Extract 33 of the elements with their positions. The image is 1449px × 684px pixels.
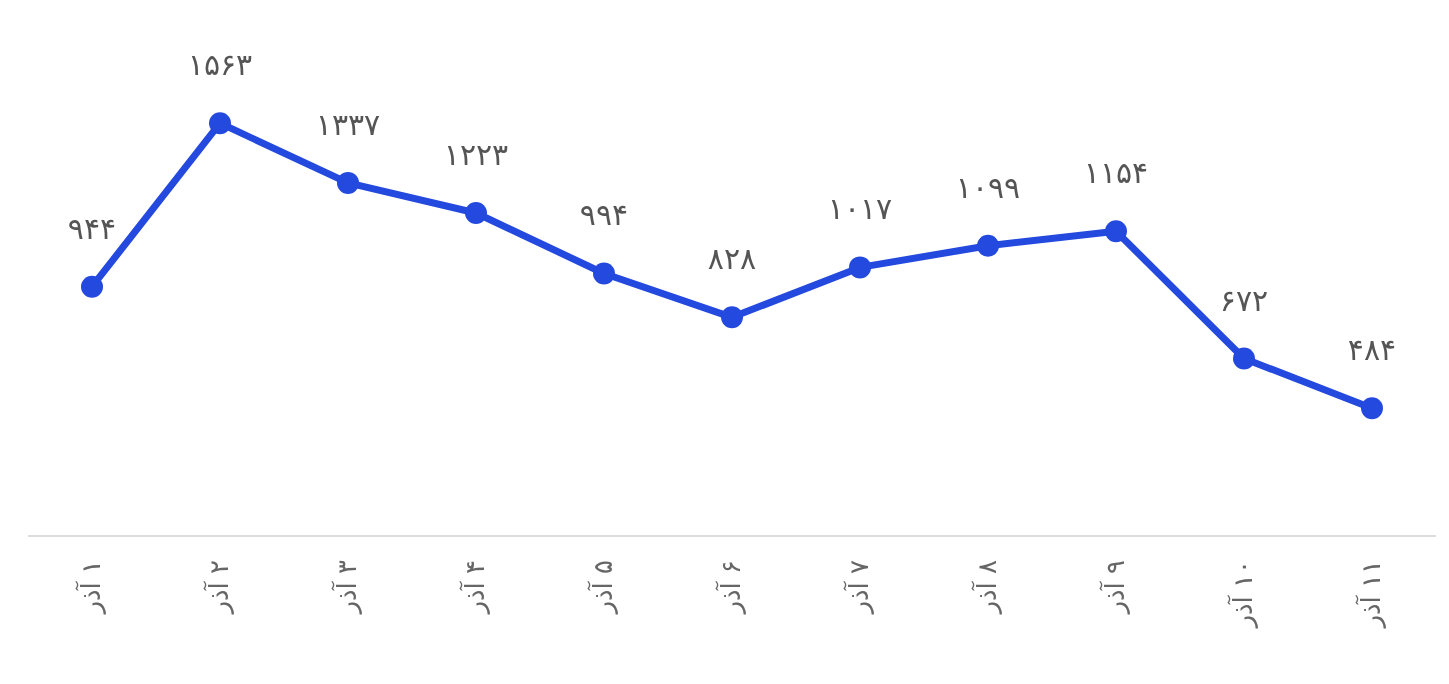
x-tick-label: ۵ آذر bbox=[586, 560, 618, 616]
point bbox=[209, 112, 231, 135]
data-label: ۱۲۲۳ bbox=[443, 137, 509, 172]
x-tick-label: ۸ آذر bbox=[970, 559, 1002, 616]
data-label: ۱۰۱۷ bbox=[827, 191, 893, 227]
x-tick-label: ۹ آذر bbox=[1098, 560, 1130, 616]
x-tick-label: ۱۰ آذر bbox=[1226, 560, 1258, 630]
data-label: ۶۷۲ bbox=[1219, 282, 1269, 318]
point bbox=[1233, 347, 1255, 370]
data-label: ۱۵۶۳ bbox=[187, 47, 253, 83]
point bbox=[337, 171, 359, 194]
x-tick-label: ۱ آذر bbox=[74, 560, 106, 616]
data-label: ۴۸۴ bbox=[1347, 332, 1397, 368]
data-label: ۱۳۳۷ bbox=[315, 106, 381, 142]
point bbox=[465, 202, 487, 224]
x-tick-label: ۷ آذر bbox=[842, 559, 874, 616]
x-tick-label: ۲ آذر bbox=[202, 560, 234, 616]
point bbox=[81, 275, 103, 298]
point bbox=[721, 306, 743, 329]
data-label: ۸۲۸ bbox=[707, 241, 757, 277]
data-label: ۱۱۵۴ bbox=[1083, 155, 1149, 191]
data-label: ۱۰۹۹ bbox=[955, 169, 1021, 205]
data-label: ۹۴۴ bbox=[67, 210, 117, 246]
data-label: ۹۹۴ bbox=[579, 197, 629, 233]
x-tick-label: ۱۱ آذر bbox=[1354, 560, 1386, 630]
point bbox=[1105, 220, 1127, 243]
point bbox=[1361, 397, 1383, 420]
x-tick-label: ۶ آذر bbox=[714, 560, 746, 616]
point bbox=[977, 234, 999, 257]
x-tick-label: ۳ آذر bbox=[330, 559, 362, 616]
x-tick-label: ۴ آذر bbox=[458, 560, 490, 616]
point bbox=[849, 256, 871, 279]
point bbox=[593, 262, 615, 285]
